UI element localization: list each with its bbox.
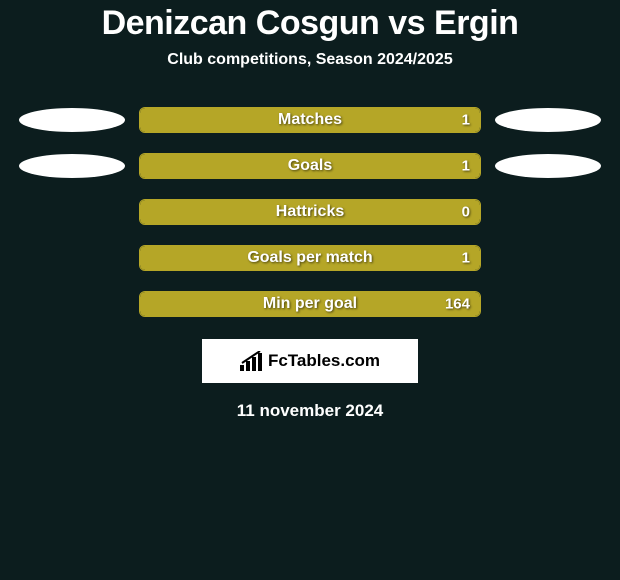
attribution-text: FcTables.com xyxy=(268,351,380,371)
page-title: Denizcan Cosgun vs Ergin xyxy=(102,4,519,43)
stat-row: Goals 1 xyxy=(0,153,620,179)
stat-bar: Matches 1 xyxy=(139,107,481,133)
stat-value: 1 xyxy=(462,250,470,267)
date-label: 11 november 2024 xyxy=(237,401,383,421)
stat-label: Matches xyxy=(278,111,342,129)
stat-label: Min per goal xyxy=(263,295,357,313)
stat-bar: Goals per match 1 xyxy=(139,245,481,271)
stat-value: 1 xyxy=(462,158,470,175)
attribution-badge: FcTables.com xyxy=(202,339,418,383)
stat-row: Goals per match 1 xyxy=(0,245,620,271)
stats-bars: Matches 1 Goals 1 Hattricks 0 Goals per match 1… xyxy=(0,107,620,317)
stat-value: 1 xyxy=(462,112,470,129)
stat-row: Matches 1 xyxy=(0,107,620,133)
attribution-logo-icon xyxy=(240,351,264,371)
content-panel: Denizcan Cosgun vs Ergin Club competitio… xyxy=(0,0,620,580)
player-left-marker xyxy=(19,154,125,178)
stat-bar: Goals 1 xyxy=(139,153,481,179)
player-right-marker xyxy=(495,108,601,132)
stat-bar: Hattricks 0 xyxy=(139,199,481,225)
subtitle: Club competitions, Season 2024/2025 xyxy=(167,51,452,69)
stat-label: Hattricks xyxy=(276,203,344,221)
player-left-marker xyxy=(19,108,125,132)
stat-value: 164 xyxy=(445,296,470,313)
stat-label: Goals xyxy=(288,157,332,175)
stat-value: 0 xyxy=(462,204,470,221)
stat-label: Goals per match xyxy=(247,249,372,267)
stat-row: Min per goal 164 xyxy=(0,291,620,317)
player-right-marker xyxy=(495,154,601,178)
stat-bar: Min per goal 164 xyxy=(139,291,481,317)
stat-row: Hattricks 0 xyxy=(0,199,620,225)
